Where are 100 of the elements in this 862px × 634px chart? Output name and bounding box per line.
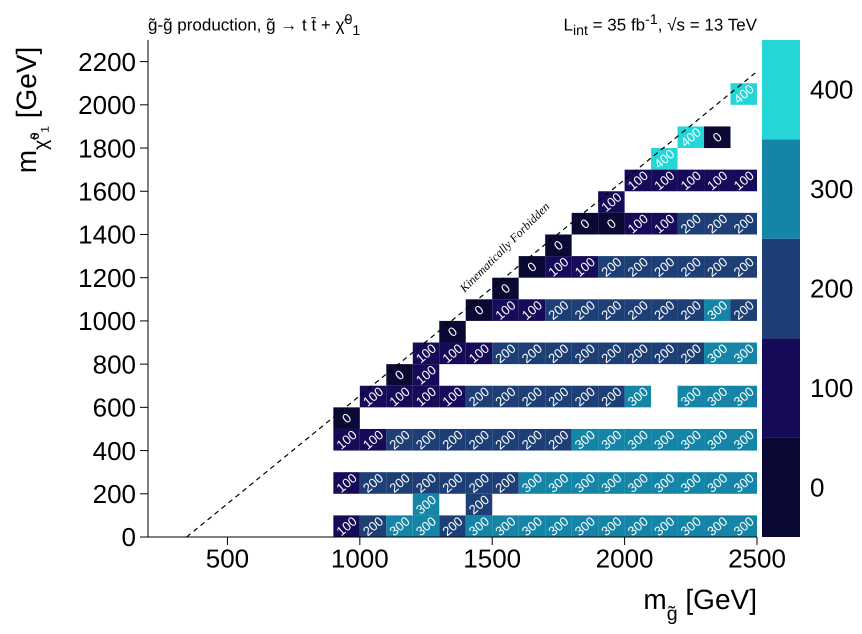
y-tick-label: 1800: [78, 133, 136, 164]
data-label: 100: [333, 513, 360, 539]
data-label: 200: [360, 513, 386, 539]
data-label: 100: [651, 210, 678, 236]
data-label: 200: [730, 254, 757, 280]
data-label: 100: [333, 427, 360, 452]
data-label: 300: [572, 427, 598, 452]
data-label: 0: [471, 302, 487, 318]
y-tick-label: 400: [92, 436, 136, 466]
data-label: 300: [518, 470, 546, 496]
data-label: 300: [518, 513, 546, 539]
data-label: 300: [651, 470, 678, 496]
data-label: 300: [730, 470, 757, 496]
data-label: 300: [704, 384, 730, 410]
data-label: 400: [678, 124, 704, 150]
data-label: 100: [360, 384, 386, 410]
data-label: 100: [439, 340, 466, 366]
data-label: 100: [651, 168, 678, 194]
data-label: 300: [678, 513, 704, 539]
data-label: 300: [466, 513, 492, 539]
data-label: 0: [444, 324, 460, 340]
data-label: 300: [598, 427, 625, 452]
data-label: 300: [386, 513, 413, 539]
data-label: 200: [386, 427, 413, 452]
data-label: 200: [624, 254, 651, 280]
data-label: 200: [678, 340, 704, 366]
data-label: 200: [730, 210, 757, 236]
y-tick-label: 1600: [78, 176, 136, 206]
data-label: 200: [651, 254, 678, 280]
data-label: 0: [550, 237, 566, 254]
data-label: 200: [492, 340, 519, 366]
color-bar-label: 200: [810, 274, 854, 304]
data-label: 200: [492, 427, 519, 452]
data-label: 0: [604, 216, 619, 232]
data-label: 300: [545, 470, 572, 496]
data-label: 200: [412, 470, 440, 496]
data-label: 300: [678, 470, 704, 496]
data-label: 300: [572, 513, 598, 539]
data-label: 300: [704, 340, 730, 366]
data-label: 300: [704, 470, 730, 496]
data-label: 100: [360, 427, 386, 452]
color-bar-label: 400: [810, 74, 854, 105]
data-label: 200: [651, 297, 678, 323]
data-label: 200: [678, 297, 704, 323]
data-label: 200: [518, 427, 546, 452]
data-label: 0: [524, 258, 540, 275]
data-label: 100: [624, 168, 651, 194]
data-label: 100: [412, 340, 440, 366]
x-tick-label: 1500: [463, 543, 522, 574]
data-label: 100: [678, 168, 704, 194]
data-label: 200: [704, 254, 730, 280]
data-label: 0: [710, 129, 725, 146]
x-tick-label: 500: [206, 543, 250, 574]
data-label: 300: [704, 297, 730, 323]
data-label: 100: [704, 168, 730, 194]
y-tick-label: 2000: [78, 90, 136, 120]
data-label: 300: [730, 340, 757, 366]
y-tick-label: 800: [92, 349, 136, 380]
data-label: 100: [624, 210, 651, 236]
data-label: 200: [598, 254, 625, 280]
data-label: 200: [704, 210, 730, 236]
data-label: 200: [572, 297, 598, 323]
data-label: 300: [598, 470, 625, 496]
x-axis-title: m$_{g̃}$ [GeV]: [643, 584, 757, 625]
data-label: 200: [624, 297, 651, 323]
y-tick-label: 2200: [78, 46, 136, 77]
chart-subtitle: L$_{int}$ = 35 fb$^{-1}$, √s = 13 TeV: [564, 12, 757, 40]
data-label: 200: [466, 470, 492, 496]
color-bar-label: 300: [810, 174, 854, 204]
data-label: 200: [412, 427, 440, 452]
data-label: 100: [412, 384, 440, 410]
data-label: 200: [572, 340, 598, 366]
data-label: 300: [412, 513, 440, 539]
data-label: 100: [598, 189, 625, 215]
data-label: 300: [624, 427, 651, 452]
data-label: 200: [545, 340, 572, 366]
data-label: 200: [651, 340, 678, 366]
data-label: 100: [492, 297, 519, 323]
data-label: 200: [360, 470, 386, 496]
data-label: 200: [492, 384, 519, 410]
data-label: 200: [518, 384, 546, 410]
y-tick-label: 1400: [78, 220, 136, 250]
color-bar-label: 0: [810, 472, 824, 502]
data-label: 200: [598, 340, 625, 366]
y-tick-label: 0: [122, 522, 136, 552]
data-label: 100: [386, 384, 413, 410]
y-tick-label: 200: [92, 479, 136, 510]
data-label: 200: [545, 384, 572, 410]
x-tick-label: 1000: [330, 543, 389, 574]
data-label: 300: [704, 513, 730, 539]
data-label: 0: [577, 216, 592, 232]
data-label: 300: [598, 513, 625, 539]
data-label: 200: [730, 297, 757, 323]
data-label: 0: [392, 366, 408, 384]
data-label: 100: [466, 340, 492, 366]
data-label: 100: [333, 470, 360, 496]
x-tick-label: 2500: [728, 543, 786, 574]
data-label: 400: [651, 146, 678, 172]
data-label: 200: [572, 384, 598, 410]
data-label: 300: [730, 384, 757, 410]
